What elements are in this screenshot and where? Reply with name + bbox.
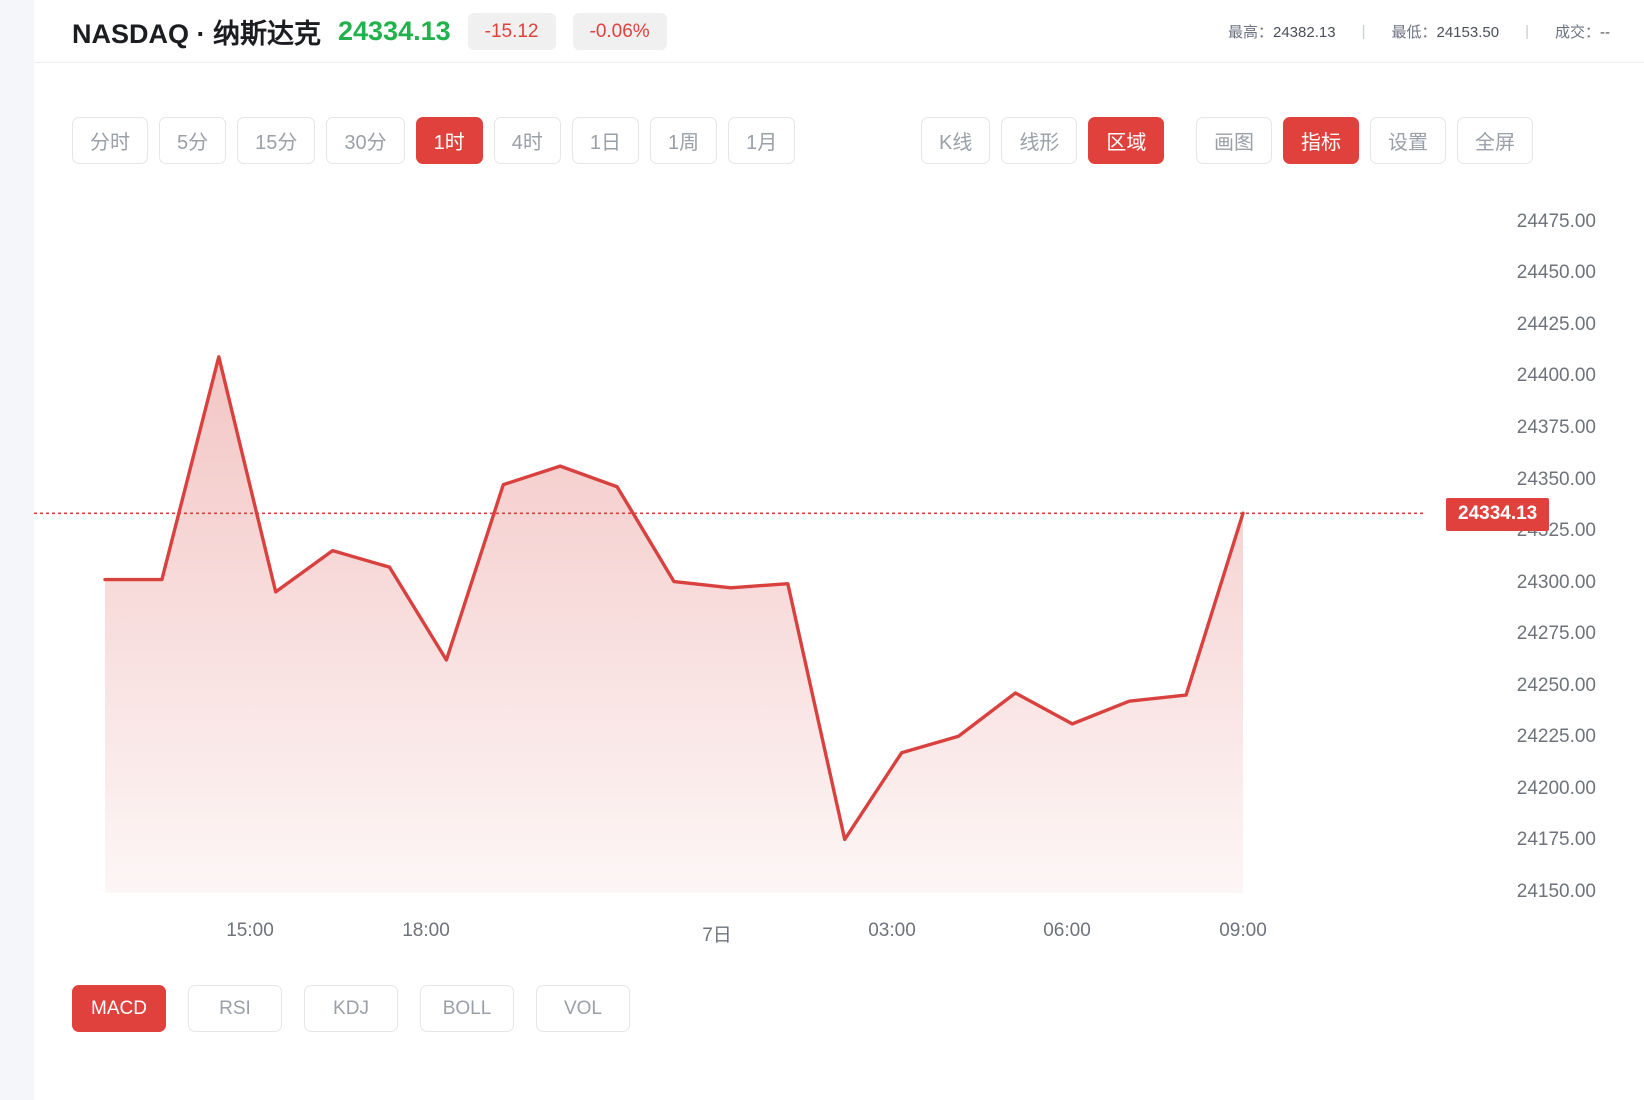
timeframe-button-分时[interactable]: 分时 bbox=[72, 117, 148, 164]
timeframe-button-1周[interactable]: 1周 bbox=[650, 117, 718, 164]
stat-volume-value: -- bbox=[1600, 24, 1610, 41]
x-axis-tick: 03:00 bbox=[868, 920, 916, 941]
chart-price-line bbox=[103, 355, 1245, 842]
left-gutter bbox=[0, 0, 34, 1100]
chart-tool-button-指标[interactable]: 指标 bbox=[1283, 117, 1359, 164]
price-area-chart[interactable] bbox=[34, 178, 1424, 958]
stat-separator-2: | bbox=[1525, 23, 1529, 40]
header-stats: 最高：24382.13 | 最低：24153.50 | 成交：-- bbox=[1224, 0, 1614, 63]
header-symbol-group: NASDAQ · 纳斯达克 24334.13 -15.12 -0.06% bbox=[72, 0, 667, 63]
y-axis-tick: 24225.00 bbox=[1516, 726, 1596, 748]
change-badge: -15.12 bbox=[467, 13, 556, 50]
timeframe-button-30分[interactable]: 30分 bbox=[326, 117, 405, 164]
x-axis: 15:00 18:00 7日 03:00 06:00 09:00 bbox=[34, 898, 1424, 958]
y-axis-tick: 24400.00 bbox=[1516, 365, 1596, 387]
stat-high: 最高：24382.13 bbox=[1224, 21, 1340, 42]
stat-high-label: 最高： bbox=[1227, 24, 1273, 41]
timeframe-button-15分[interactable]: 15分 bbox=[237, 117, 316, 164]
chart-tools-group: 画图 指标 设置 全屏 bbox=[1196, 117, 1533, 164]
symbol-name: NASDAQ · 纳斯达克 bbox=[72, 19, 321, 49]
current-price-tag: 24334.13 bbox=[1446, 498, 1550, 532]
timeframe-button-1日[interactable]: 1日 bbox=[571, 117, 639, 164]
indicator-tab-VOL[interactable]: VOL bbox=[536, 985, 630, 1032]
chart-type-button-线形[interactable]: 线形 bbox=[1001, 117, 1078, 164]
symbol-price: 24334.13 bbox=[338, 16, 451, 46]
y-axis-tick: 24300.00 bbox=[1516, 571, 1596, 593]
toolbar: 分时 5分 15分 30分 1时 4时 1日 1周 1月 K线 线形 区域 画图 指标 设置 全屏 bbox=[34, 63, 1644, 178]
y-axis-tick: 24475.00 bbox=[1516, 210, 1596, 232]
indicator-tab-BOLL[interactable]: BOLL bbox=[420, 985, 514, 1032]
y-axis-tick: 24425.00 bbox=[1516, 313, 1596, 335]
x-axis-tick: 18:00 bbox=[402, 920, 450, 941]
chart-type-button-K线[interactable]: K线 bbox=[921, 117, 991, 164]
chart-area-fill bbox=[105, 356, 1243, 893]
chart-type-button-区域[interactable]: 区域 bbox=[1088, 117, 1165, 164]
change-percent-badge: -0.06% bbox=[572, 13, 667, 50]
y-axis-tick: 24200.00 bbox=[1516, 777, 1596, 799]
y-axis-tick: 24275.00 bbox=[1516, 623, 1596, 645]
x-axis-tick: 06:00 bbox=[1043, 920, 1091, 941]
timeframe-button-4时[interactable]: 4时 bbox=[493, 117, 561, 164]
stat-high-value: 24382.13 bbox=[1273, 24, 1336, 41]
timeframe-button-5分[interactable]: 5分 bbox=[159, 117, 227, 164]
y-axis-tick: 24175.00 bbox=[1516, 829, 1596, 851]
chart-tool-button-设置[interactable]: 设置 bbox=[1370, 117, 1446, 164]
chart-type-group: K线 线形 区域 bbox=[921, 117, 1165, 164]
header-bar: NASDAQ · 纳斯达克 24334.13 -15.12 -0.06% 最高：… bbox=[34, 0, 1644, 63]
x-axis-tick: 09:00 bbox=[1219, 920, 1267, 941]
y-axis-tick: 24375.00 bbox=[1516, 416, 1596, 438]
x-axis-tick: 7日 bbox=[702, 925, 732, 946]
indicator-tabs: MACD RSI KDJ BOLL VOL bbox=[72, 985, 630, 1032]
stat-low-label: 最低： bbox=[1391, 24, 1437, 41]
stat-separator-1: | bbox=[1361, 23, 1366, 40]
stat-volume-label: 成交： bbox=[1554, 24, 1600, 41]
page-body: NASDAQ · 纳斯达克 24334.13 -15.12 -0.06% 最高：… bbox=[34, 0, 1644, 1100]
y-axis: 24475.00 24450.00 24425.00 24400.00 24375.00… bbox=[1424, 178, 1644, 958]
chart-tool-button-画图[interactable]: 画图 bbox=[1196, 117, 1272, 164]
stat-low-value: 24153.50 bbox=[1436, 24, 1500, 41]
chart-tool-button-全屏[interactable]: 全屏 bbox=[1457, 117, 1533, 164]
x-axis-tick: 15:00 bbox=[226, 920, 274, 941]
stat-low: 最低：24153.50 bbox=[1387, 21, 1503, 42]
indicator-tab-RSI[interactable]: RSI bbox=[188, 985, 282, 1032]
chart-area[interactable]: 24475.00 24450.00 24425.00 24400.00 24375.00… bbox=[34, 178, 1644, 958]
stat-volume: 成交：-- bbox=[1551, 21, 1614, 42]
timeframe-group: 分时 5分 15分 30分 1时 4时 1日 1周 1月 bbox=[72, 117, 796, 164]
indicator-tab-KDJ[interactable]: KDJ bbox=[304, 985, 398, 1032]
indicator-tab-MACD[interactable]: MACD bbox=[72, 985, 166, 1032]
y-axis-tick: 24450.00 bbox=[1516, 262, 1596, 284]
timeframe-button-1时[interactable]: 1时 bbox=[415, 117, 483, 164]
y-axis-tick: 24350.00 bbox=[1516, 468, 1596, 490]
y-axis-tick: 24250.00 bbox=[1516, 674, 1596, 696]
y-axis-tick: 24150.00 bbox=[1516, 881, 1596, 902]
timeframe-button-1月[interactable]: 1月 bbox=[728, 117, 796, 164]
